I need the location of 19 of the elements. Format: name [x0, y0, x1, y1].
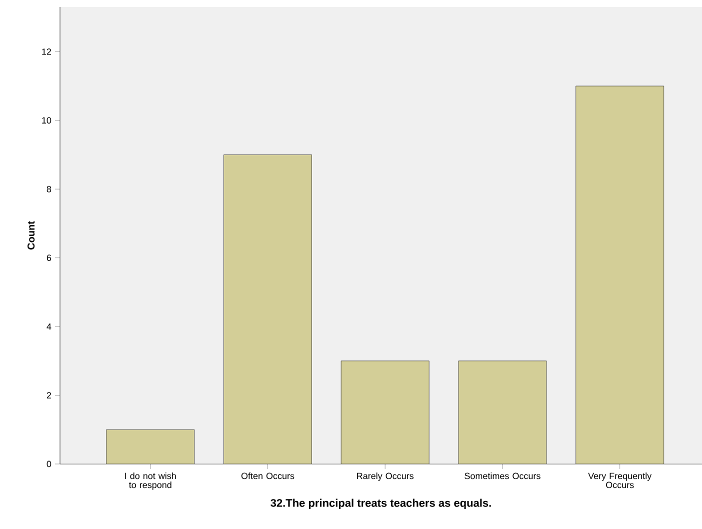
bar: [576, 86, 664, 464]
x-axis-title: 32.The principal treats teachers as equals.: [270, 498, 491, 510]
bar: [458, 360, 547, 464]
y-tick-label: 8: [46, 186, 52, 192]
x-tick-label: Often Occurs: [241, 472, 294, 480]
y-tick-label: 4: [46, 323, 52, 330]
y-tick-label: 10: [42, 117, 52, 124]
x-tick-label: Rarely Occurs: [357, 472, 414, 481]
bar: [224, 154, 312, 464]
y-tick-label: 0: [46, 460, 52, 468]
bar: [340, 360, 430, 464]
y-axis-title: Count: [28, 221, 35, 250]
y-tick-label: 6: [46, 254, 52, 262]
x-tick-label: I do not wish to respond: [125, 472, 176, 490]
x-tick-label: Sometimes Occurs: [464, 472, 540, 480]
y-tick-label: 12: [42, 48, 52, 55]
bar: [106, 429, 195, 464]
x-tick-label: Very Frequently Occurs: [588, 472, 652, 488]
y-tick-label: 2: [46, 392, 52, 398]
